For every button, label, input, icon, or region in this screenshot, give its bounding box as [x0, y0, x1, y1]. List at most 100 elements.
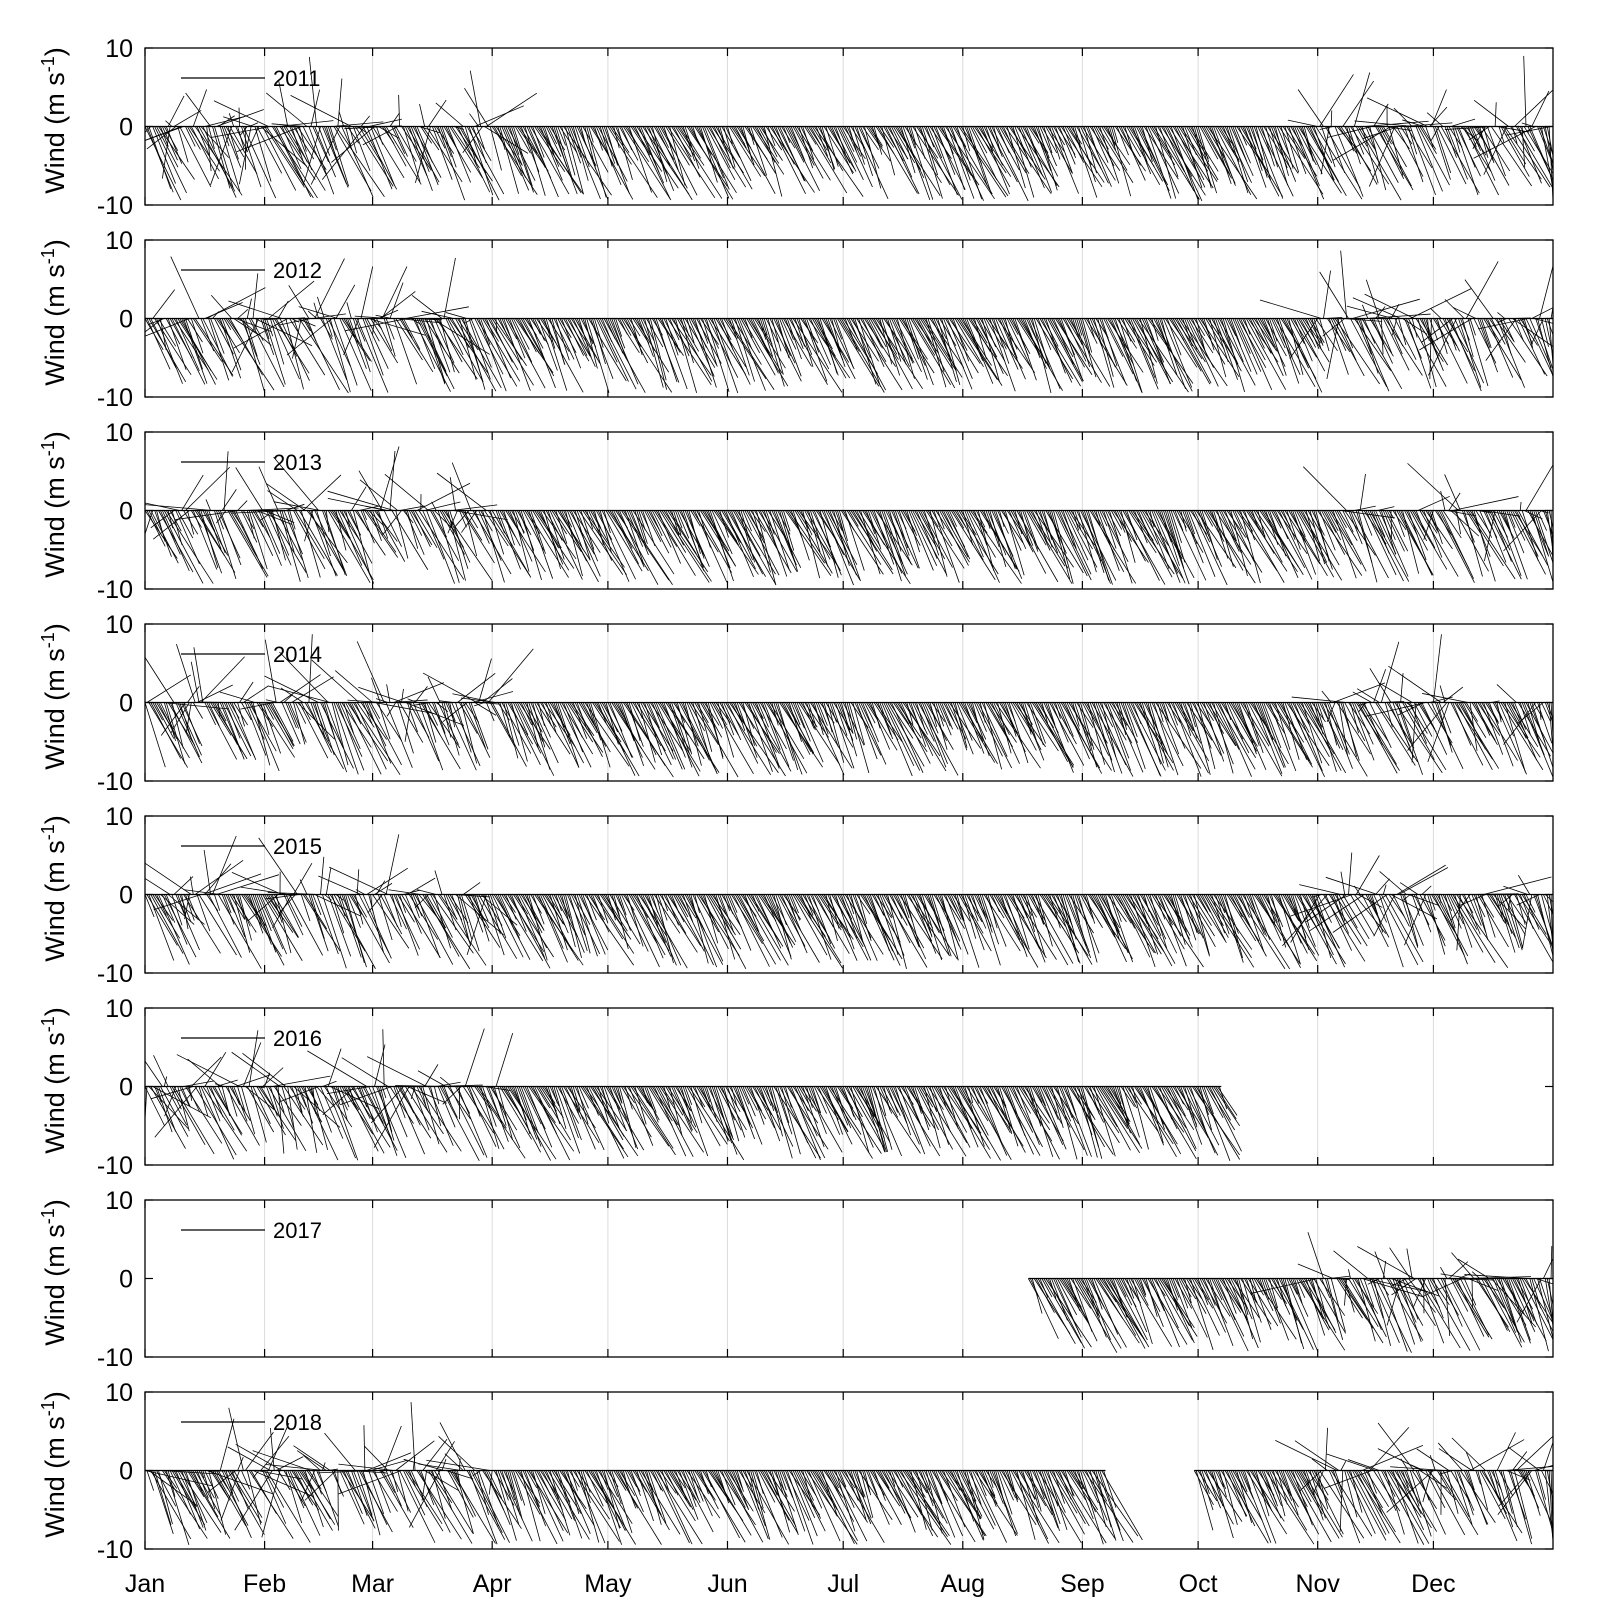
wind-stick: [1083, 510, 1105, 574]
wind-stick: [1371, 510, 1390, 554]
wind-stick: [676, 510, 690, 539]
wind-stick: [1199, 510, 1210, 536]
wind-stick: [919, 894, 933, 938]
wind-stick: [385, 1086, 408, 1138]
wind-stick: [187, 686, 200, 703]
wind-stick: [644, 318, 664, 388]
wind-stick: [638, 126, 665, 184]
wind-stick: [964, 1086, 985, 1147]
wind-stick: [377, 1086, 395, 1141]
wind-stick: [752, 702, 792, 772]
wind-stick: [1249, 126, 1264, 161]
wind-stick: [634, 1086, 647, 1125]
wind-stick: [231, 1470, 249, 1510]
wind-stick: [1093, 1086, 1116, 1157]
wind-stick: [977, 126, 1012, 177]
wind-stick: [952, 126, 993, 195]
wind-stick: [183, 318, 208, 384]
wind-stick: [1510, 702, 1539, 747]
wind-stick: [507, 1086, 557, 1160]
wind-stick: [1105, 1086, 1121, 1109]
wind-stick: [1346, 305, 1394, 319]
wind-stick: [501, 510, 521, 547]
wind-stick: [1209, 702, 1234, 765]
wind-stick: [723, 318, 737, 339]
wind-stick: [754, 126, 780, 164]
wind-stick: [347, 1086, 385, 1154]
wind-stick: [271, 510, 286, 561]
wind-stick: [1020, 702, 1045, 761]
wind-stick: [407, 698, 418, 703]
wind-stick: [659, 126, 676, 153]
wind-stick: [1062, 894, 1077, 940]
wind-stick: [1151, 126, 1172, 158]
wind-stick: [160, 126, 169, 147]
wind-stick: [1325, 894, 1353, 951]
wind-stick: [572, 702, 588, 739]
wind-stick: [966, 510, 1000, 583]
wind-stick: [1230, 126, 1254, 177]
wind-stick: [154, 702, 175, 739]
wind-stick: [638, 894, 667, 937]
wind-stick: [1110, 126, 1132, 197]
wind-stick: [929, 894, 943, 936]
wind-stick: [1240, 126, 1284, 197]
wind-stick: [763, 702, 790, 767]
wind-stick: [260, 702, 270, 735]
wind-stick: [1184, 1086, 1198, 1128]
wind-stick: [208, 702, 220, 727]
wind-stick: [1352, 702, 1375, 761]
wind-stick: [694, 510, 728, 583]
wind-stick: [563, 702, 584, 753]
wind-stick: [243, 510, 255, 530]
wind-stick: [1507, 894, 1511, 910]
wind-stick: [511, 702, 528, 762]
wind-stick: [503, 510, 515, 546]
wind-stick: [943, 510, 954, 531]
wind-stick: [493, 126, 522, 176]
wind-stick: [1161, 894, 1182, 937]
wind-stick: [385, 126, 422, 185]
wind-stick: [979, 702, 986, 723]
wind-stick: [781, 126, 796, 149]
wind-stick: [1109, 894, 1134, 963]
wind-stick: [1504, 702, 1526, 773]
wind-stick: [1355, 318, 1372, 355]
wind-stick: [1500, 1278, 1522, 1343]
wind-stick: [260, 510, 281, 554]
wind-stick: [792, 702, 805, 729]
wind-stick: [420, 126, 433, 144]
wind-stick: [881, 510, 906, 576]
wind-stick: [1452, 126, 1461, 153]
wind-stick: [1514, 702, 1527, 730]
wind-stick: [196, 1470, 209, 1499]
wind-stick: [1342, 1278, 1384, 1344]
wind-stick: [594, 510, 604, 545]
wind-stick: [975, 126, 1011, 188]
wind-stick: [636, 510, 648, 544]
wind-stick: [1247, 702, 1271, 746]
wind-stick: [302, 126, 327, 175]
wind-stick: [1467, 126, 1477, 148]
wind-stick: [1001, 702, 1014, 728]
wind-stick: [252, 894, 272, 945]
wind-stick: [1504, 894, 1523, 951]
wind-stick: [661, 510, 710, 583]
wind-stick: [1132, 318, 1154, 358]
wind-stick: [414, 126, 439, 186]
wind-stick: [663, 894, 687, 934]
wind-stick: [231, 1051, 281, 1087]
wind-stick: [329, 126, 350, 187]
wind-stick: [491, 126, 538, 195]
wind-stick: [513, 894, 554, 958]
wind-stick: [1457, 1258, 1490, 1279]
wind-stick: [486, 702, 495, 722]
wind-stick: [1112, 126, 1119, 143]
wind-stick: [1105, 1278, 1144, 1338]
wind-stick: [580, 894, 606, 955]
wind-stick: [194, 1086, 237, 1156]
wind-stick: [1485, 318, 1517, 361]
wind-stick: [474, 510, 490, 544]
wind-stick: [553, 894, 578, 937]
wind-stick: [713, 1086, 733, 1144]
